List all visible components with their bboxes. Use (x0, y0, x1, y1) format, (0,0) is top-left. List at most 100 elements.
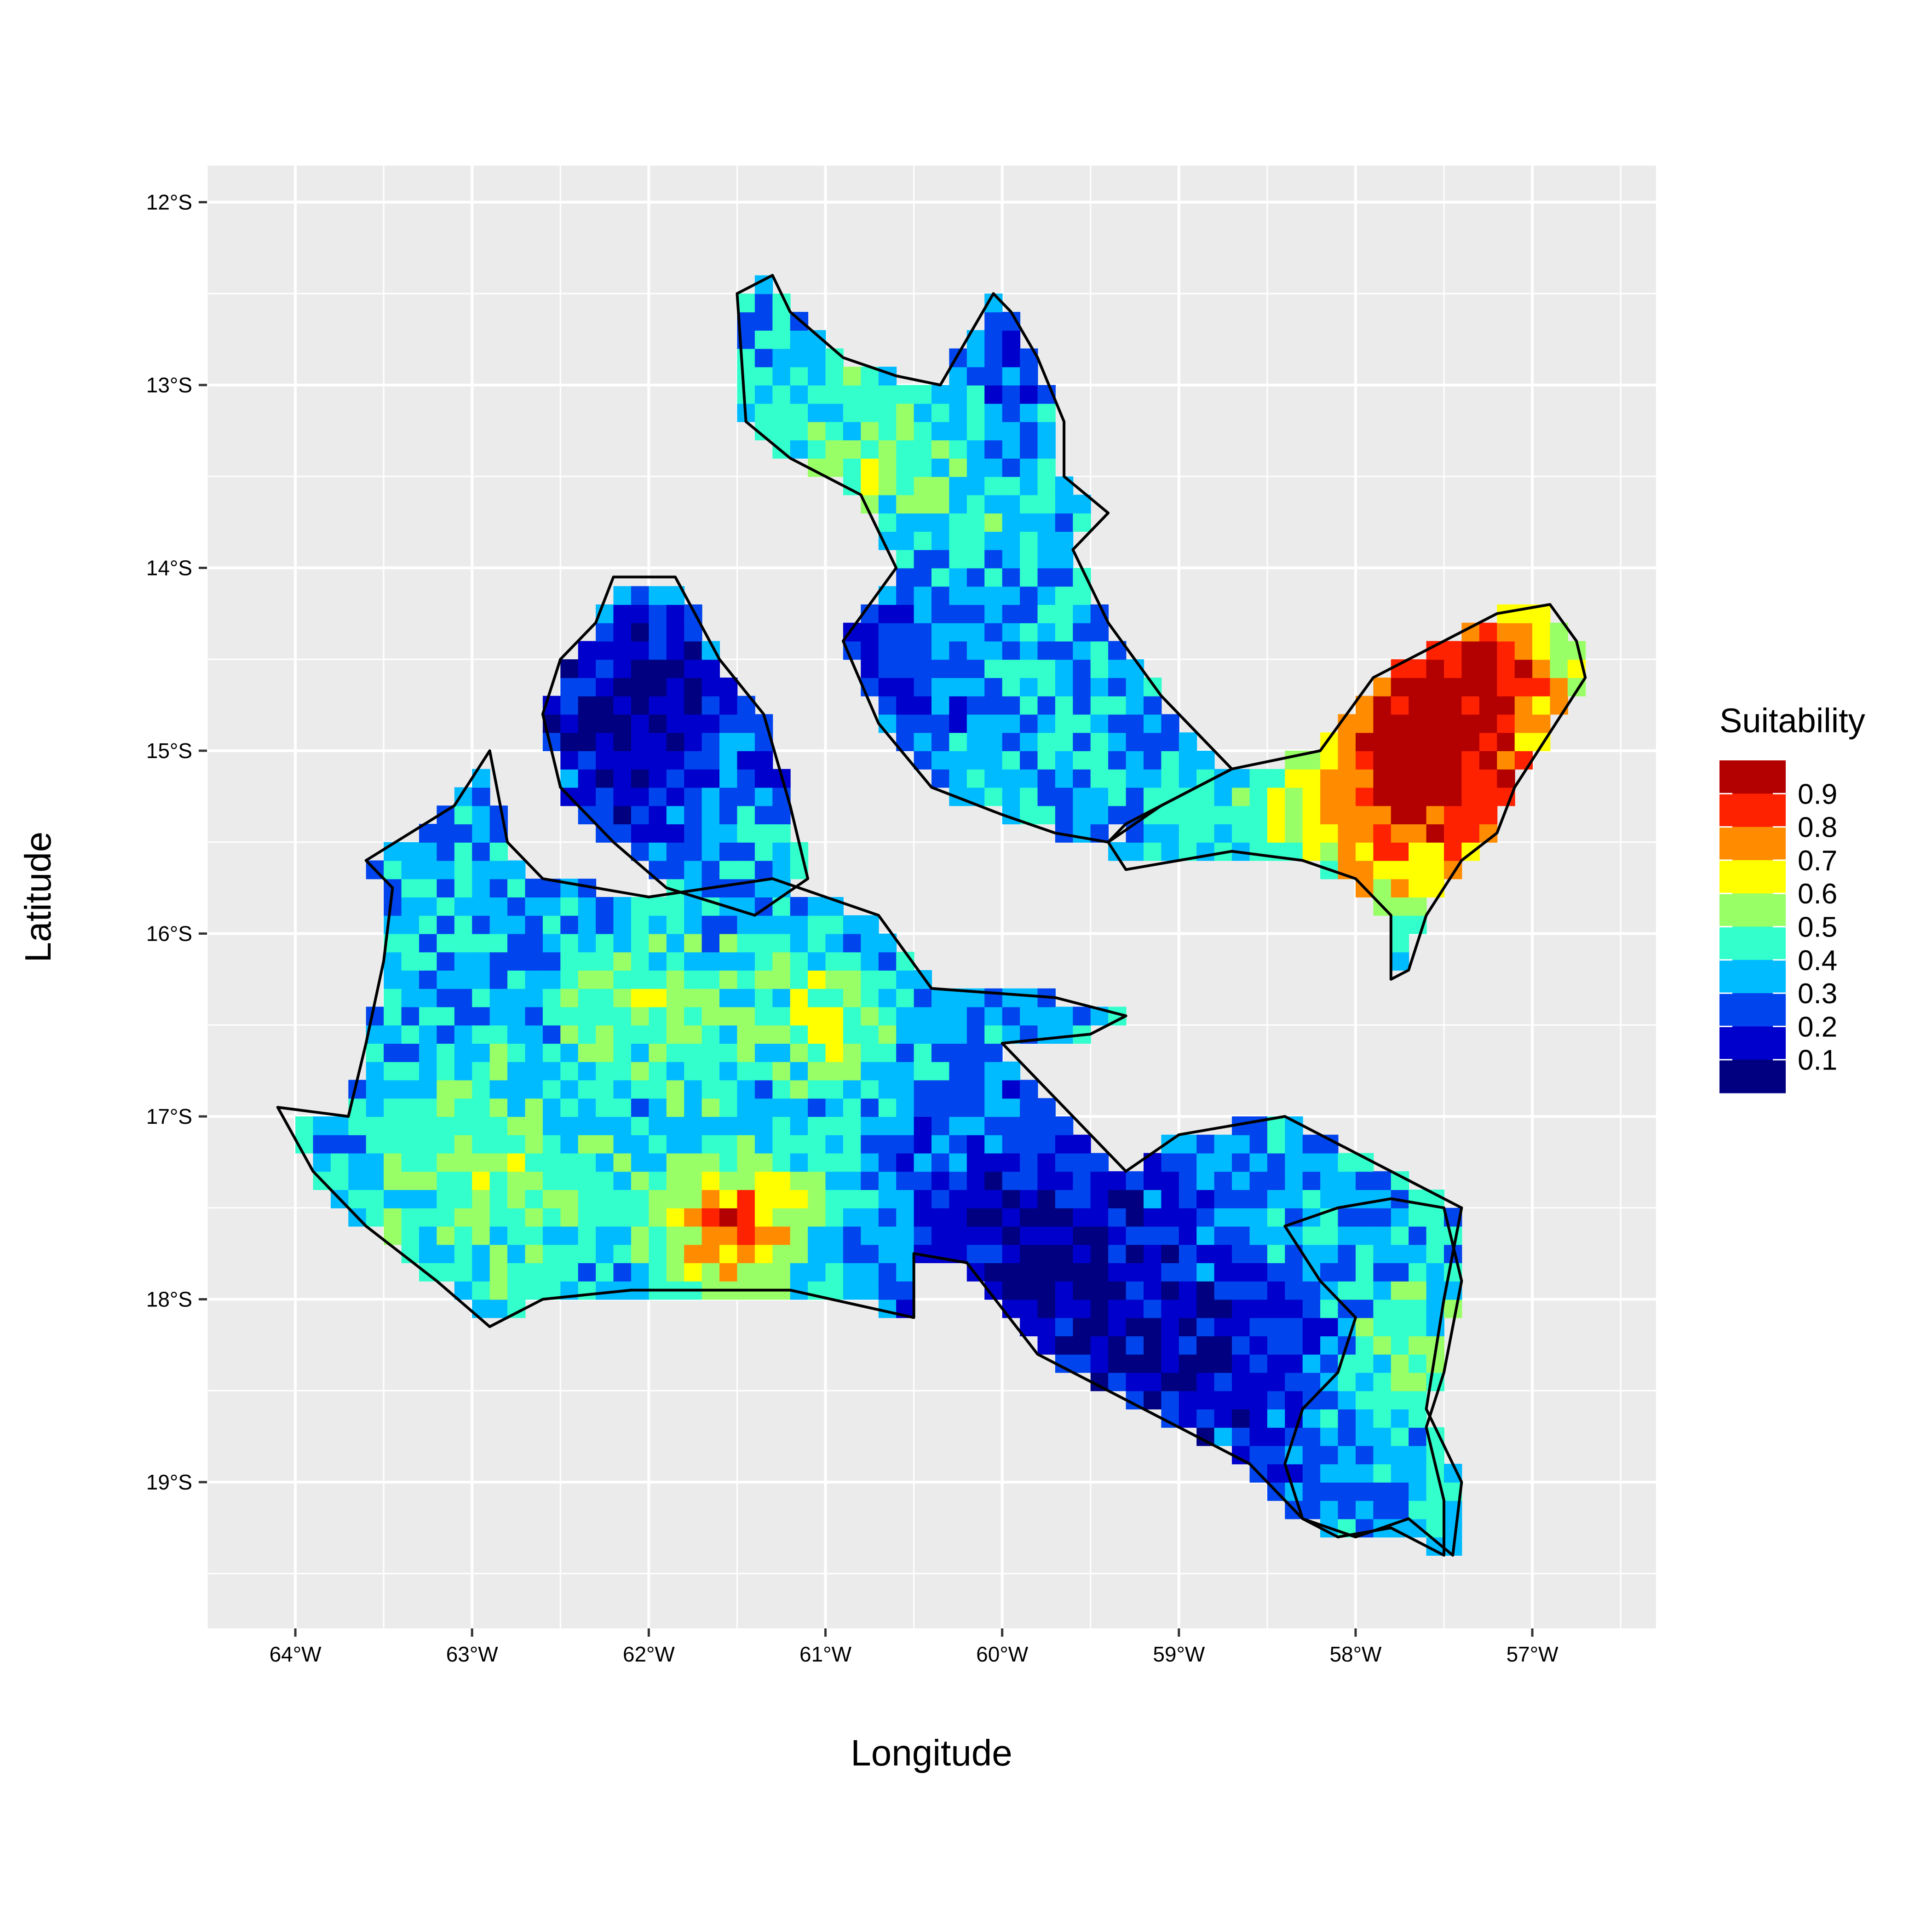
raster-cell (914, 1025, 932, 1044)
raster-cell (1249, 1409, 1268, 1428)
raster-cell (631, 1190, 650, 1208)
raster-cell (613, 769, 632, 788)
raster-cell (790, 1006, 809, 1026)
raster-cell (790, 1080, 809, 1099)
raster-cell (1020, 787, 1038, 806)
raster-cell (932, 1226, 950, 1245)
raster-cell (719, 1190, 738, 1208)
raster-cell (649, 842, 667, 861)
raster-cell (1090, 1281, 1109, 1300)
raster-cell (914, 622, 932, 642)
raster-cell (949, 714, 967, 733)
raster-cell (631, 1025, 650, 1044)
raster-cell (719, 842, 738, 861)
raster-cell (878, 988, 897, 1007)
raster-cell (489, 1190, 508, 1208)
raster-cell (348, 1171, 367, 1190)
raster-cell (596, 1208, 614, 1227)
raster-cell (1285, 824, 1303, 843)
raster-cell (719, 1061, 738, 1081)
raster-cell (649, 586, 667, 605)
raster-cell (984, 476, 1003, 495)
raster-cell (560, 751, 579, 770)
raster-cell (966, 531, 985, 550)
raster-cell (754, 824, 773, 843)
raster-cell (578, 1043, 597, 1062)
raster-cell (1161, 1281, 1179, 1300)
raster-cell (507, 1244, 526, 1263)
raster-cell (1232, 1153, 1250, 1172)
raster-cell (596, 678, 614, 696)
raster-cell (843, 1061, 862, 1081)
raster-cell (649, 988, 667, 1007)
raster-cell (1514, 678, 1533, 696)
raster-cell (1302, 1336, 1321, 1355)
raster-cell (1179, 1171, 1197, 1190)
raster-cell (1073, 1190, 1091, 1208)
raster-cell (984, 622, 1003, 642)
raster-cell (1232, 1427, 1250, 1446)
raster-cell (825, 988, 844, 1007)
raster-cell (878, 1116, 897, 1135)
raster-cell (1179, 824, 1197, 843)
raster-cell (1479, 751, 1498, 770)
raster-cell (1073, 1263, 1091, 1282)
raster-cell (1497, 678, 1515, 696)
raster-cell (1002, 348, 1021, 368)
raster-cell (1179, 751, 1197, 770)
raster-cell (1055, 1299, 1074, 1318)
raster-cell (560, 933, 579, 953)
raster-cell (666, 860, 685, 880)
raster-cell (1002, 1134, 1021, 1154)
raster-cell (1338, 1281, 1356, 1300)
raster-cell (984, 1190, 1003, 1208)
raster-cell (1055, 1281, 1074, 1300)
raster-cell (560, 1244, 579, 1263)
raster-cell (596, 1244, 614, 1263)
raster-cell (1373, 732, 1392, 751)
raster-cell (419, 1061, 437, 1081)
raster-cell (932, 714, 950, 733)
raster-cell (966, 641, 985, 660)
raster-cell (1302, 1500, 1321, 1519)
raster-cell (914, 732, 932, 751)
raster-cell (1108, 1263, 1127, 1282)
raster-cell (1144, 1299, 1162, 1318)
raster-cell (1479, 641, 1498, 660)
raster-cell (560, 1208, 579, 1227)
raster-cell (914, 1006, 932, 1026)
raster-cell (1073, 604, 1091, 623)
raster-cell (1461, 769, 1480, 788)
raster-cell (966, 568, 985, 587)
raster-cell (578, 1171, 597, 1190)
raster-cell (825, 1153, 844, 1172)
raster-cell (719, 860, 738, 880)
y-tick-label: 15°S (146, 739, 192, 763)
raster-cell (507, 1281, 526, 1300)
raster-cell (631, 1116, 650, 1135)
raster-cell (684, 970, 702, 989)
raster-cell (437, 879, 455, 897)
raster-cell (613, 604, 632, 623)
raster-cell (737, 787, 755, 806)
raster-cell (1497, 714, 1515, 733)
raster-cell (896, 970, 914, 989)
raster-cell (489, 1116, 508, 1135)
raster-cell (613, 714, 632, 733)
raster-cell (878, 678, 897, 696)
raster-cell (1055, 1226, 1074, 1245)
raster-cell (684, 769, 702, 788)
raster-cell (772, 421, 791, 441)
raster-cell (666, 1098, 685, 1117)
raster-cell (613, 732, 632, 751)
raster-cell (649, 1226, 667, 1245)
raster-cell (843, 970, 862, 989)
raster-cell (401, 842, 420, 861)
raster-cell (596, 915, 614, 934)
raster-cell (1020, 696, 1038, 715)
raster-cell (719, 970, 738, 989)
raster-cell (1320, 1427, 1339, 1446)
raster-cell (1179, 1134, 1197, 1154)
raster-cell (542, 1190, 561, 1208)
raster-cell (1214, 787, 1232, 806)
